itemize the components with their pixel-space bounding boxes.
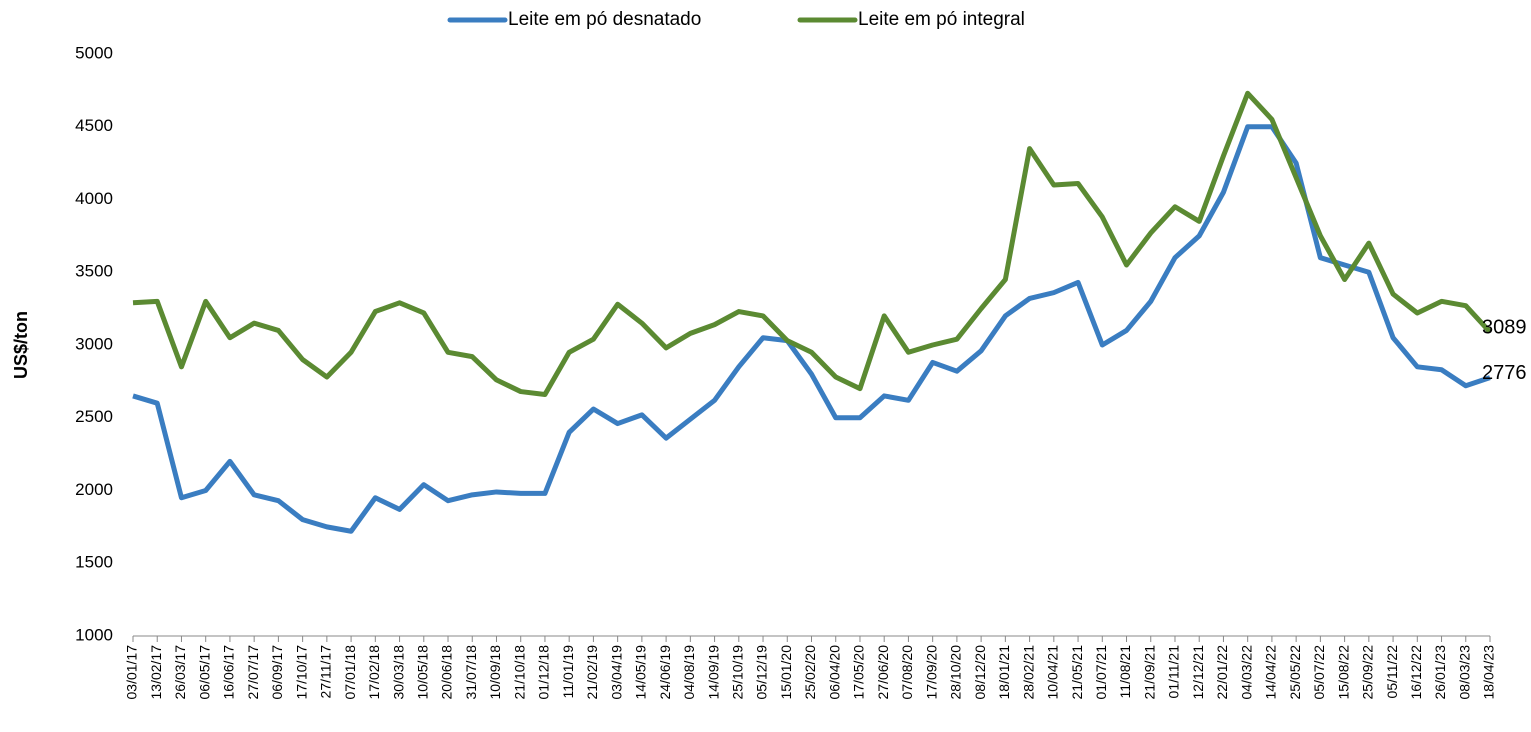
x-tick-label: 18/04/23 bbox=[1481, 645, 1497, 700]
x-tick-label: 15/01/20 bbox=[778, 645, 794, 700]
x-tick-label: 31/07/18 bbox=[463, 645, 479, 700]
x-tick-label: 25/10/19 bbox=[730, 645, 746, 700]
x-tick-label: 05/11/22 bbox=[1384, 645, 1400, 699]
y-tick-label: 5000 bbox=[75, 43, 113, 62]
y-tick-label: 1000 bbox=[75, 625, 113, 644]
x-tick-label: 17/05/20 bbox=[851, 645, 867, 700]
x-tick-label: 08/03/23 bbox=[1456, 645, 1472, 700]
x-tick-label: 07/01/18 bbox=[342, 645, 358, 700]
x-tick-label: 14/09/19 bbox=[705, 645, 721, 700]
x-tick-label: 10/04/21 bbox=[1045, 645, 1061, 700]
x-tick-label: 21/05/21 bbox=[1069, 645, 1085, 700]
x-tick-label: 21/02/19 bbox=[584, 645, 600, 700]
x-tick-label: 22/01/22 bbox=[1214, 645, 1230, 700]
x-tick-label: 06/09/17 bbox=[269, 645, 285, 700]
y-tick-label: 2500 bbox=[75, 407, 113, 426]
x-tick-label: 26/01/23 bbox=[1432, 645, 1448, 700]
x-tick-label: 13/02/17 bbox=[148, 645, 164, 700]
x-tick-label: 25/02/20 bbox=[802, 645, 818, 700]
x-tick-label: 26/03/17 bbox=[172, 645, 188, 700]
x-tick-label: 17/10/17 bbox=[293, 645, 309, 700]
x-tick-label: 14/05/19 bbox=[633, 645, 649, 700]
x-tick-label: 14/04/22 bbox=[1263, 645, 1279, 700]
x-tick-label: 11/01/19 bbox=[560, 645, 576, 699]
x-tick-label: 27/07/17 bbox=[245, 645, 261, 700]
x-tick-label: 17/02/18 bbox=[366, 645, 382, 700]
x-tick-label: 12/12/21 bbox=[1190, 645, 1206, 700]
x-tick-label: 07/08/20 bbox=[899, 645, 915, 700]
x-tick-label: 04/08/19 bbox=[681, 645, 697, 700]
series-line bbox=[132, 90, 1492, 397]
x-tick-label: 06/04/20 bbox=[826, 645, 842, 700]
x-tick-label: 25/09/22 bbox=[1360, 645, 1376, 700]
x-tick-label: 05/12/19 bbox=[754, 645, 770, 700]
x-tick-label: 10/05/18 bbox=[414, 645, 430, 700]
x-tick-label: 04/03/22 bbox=[1238, 645, 1254, 700]
x-tick-label: 01/12/18 bbox=[536, 645, 552, 700]
y-axis-label: US$/ton bbox=[11, 311, 31, 379]
x-tick-label: 21/09/21 bbox=[1141, 645, 1157, 700]
x-tick-label: 06/05/17 bbox=[196, 645, 212, 700]
x-tick-label: 03/04/19 bbox=[608, 645, 624, 700]
x-tick-label: 15/08/22 bbox=[1335, 645, 1351, 700]
x-tick-label: 25/05/22 bbox=[1287, 645, 1303, 700]
x-tick-label: 01/07/21 bbox=[1093, 645, 1109, 700]
x-tick-label: 11/08/21 bbox=[1117, 645, 1133, 699]
x-tick-label: 18/01/21 bbox=[996, 645, 1012, 700]
x-tick-label: 28/10/20 bbox=[948, 645, 964, 700]
y-tick-label: 3000 bbox=[75, 334, 113, 353]
x-tick-label: 17/09/20 bbox=[923, 645, 939, 700]
x-tick-label: 24/06/19 bbox=[657, 645, 673, 700]
x-tick-label: 21/10/18 bbox=[511, 645, 527, 700]
x-tick-label: 03/01/17 bbox=[124, 645, 140, 700]
y-tick-label: 4500 bbox=[75, 116, 113, 135]
y-tick-label: 2000 bbox=[75, 480, 113, 499]
y-tick-label: 3500 bbox=[75, 262, 113, 281]
legend-label: Leite em pó integral bbox=[858, 9, 1025, 30]
x-tick-label: 10/09/18 bbox=[487, 645, 503, 700]
series-line bbox=[132, 124, 1491, 534]
x-tick-label: 01/11/21 bbox=[1166, 645, 1182, 699]
legend-label: Leite em pó desnatado bbox=[508, 9, 701, 30]
data-label: 3089 bbox=[1482, 316, 1527, 338]
x-tick-label: 27/11/17 bbox=[318, 645, 334, 699]
x-tick-label: 05/07/22 bbox=[1311, 645, 1327, 700]
x-tick-label: 08/12/20 bbox=[972, 645, 988, 700]
x-tick-label: 16/12/22 bbox=[1408, 645, 1424, 700]
x-tick-label: 28/02/21 bbox=[1020, 645, 1036, 700]
x-tick-label: 16/06/17 bbox=[221, 645, 237, 700]
data-label: 2776 bbox=[1482, 362, 1527, 384]
x-tick-label: 30/03/18 bbox=[390, 645, 406, 700]
x-tick-label: 27/06/20 bbox=[875, 645, 891, 700]
y-tick-label: 4000 bbox=[75, 189, 113, 208]
x-tick-label: 20/06/18 bbox=[439, 645, 455, 700]
y-tick-label: 1500 bbox=[75, 553, 113, 572]
